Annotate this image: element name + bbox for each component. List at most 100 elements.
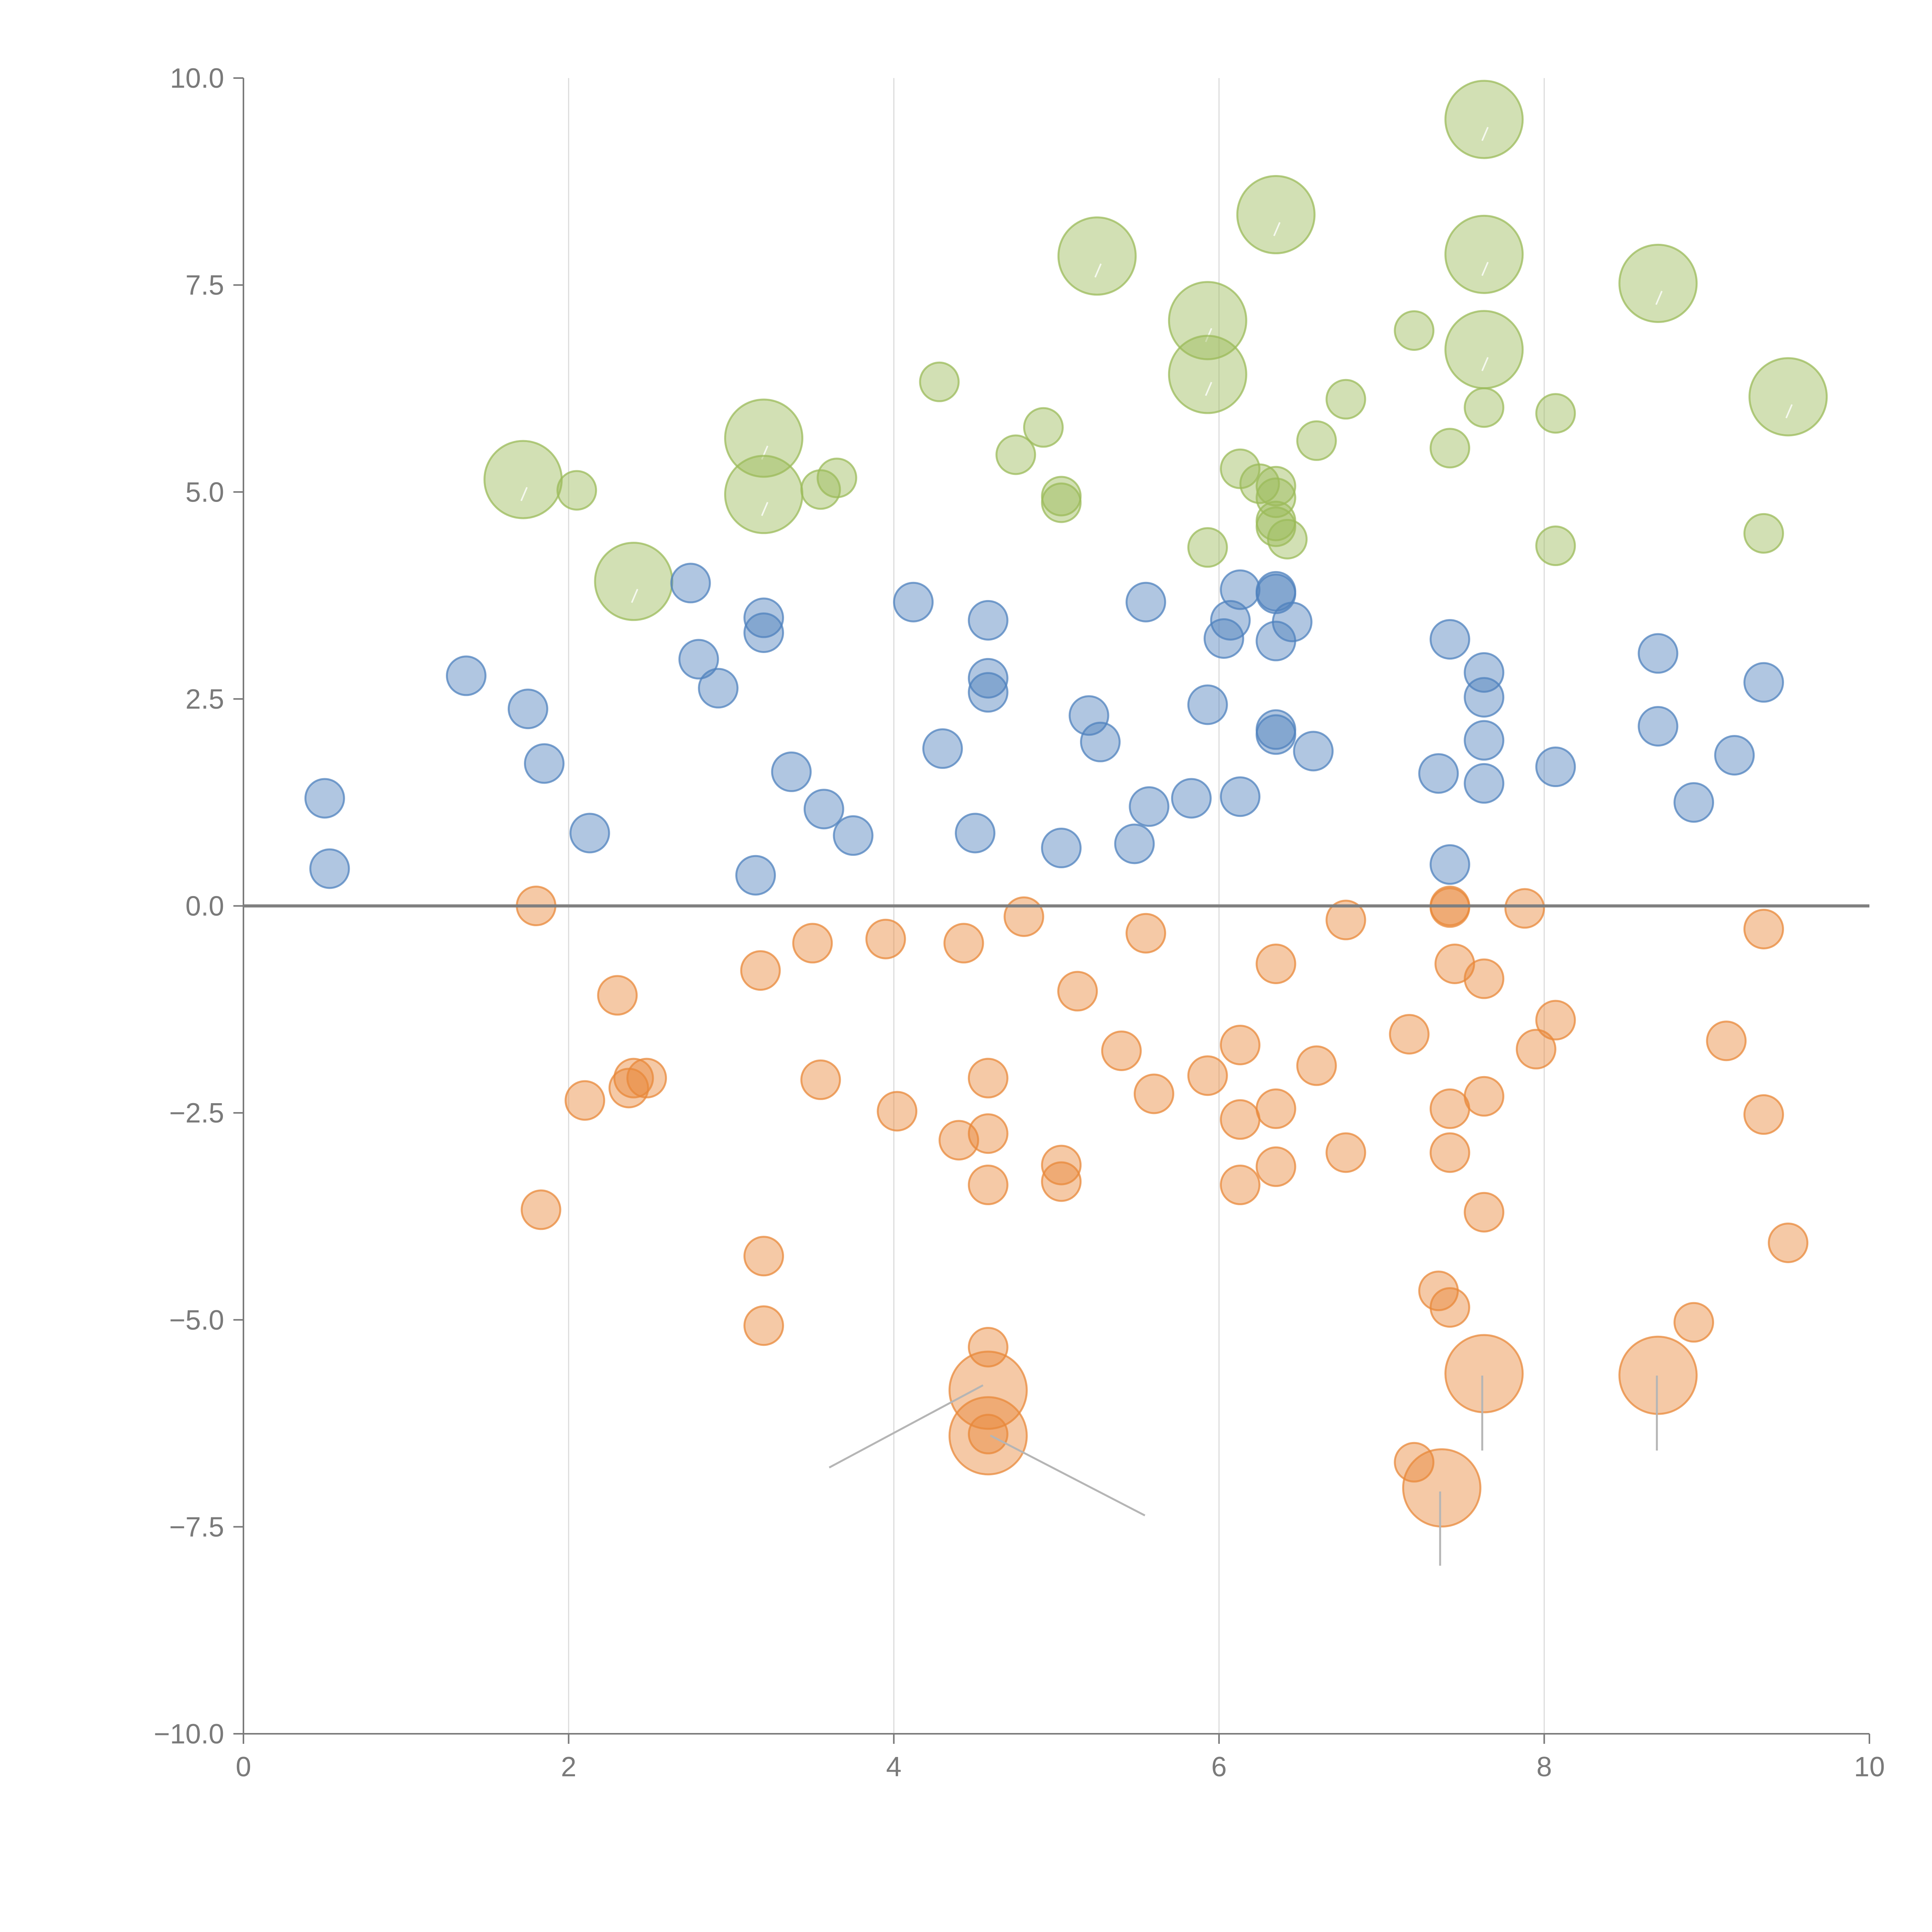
point-highlight xyxy=(761,502,769,516)
blue-point xyxy=(1464,652,1505,693)
blue-point xyxy=(507,689,548,730)
blue-point xyxy=(1464,677,1505,718)
orange-point xyxy=(1003,896,1044,937)
orange-point xyxy=(1673,1302,1714,1343)
leader-line xyxy=(990,1434,1146,1517)
blue-point xyxy=(1743,662,1784,703)
blue-point xyxy=(1187,684,1228,725)
orange-point xyxy=(1504,888,1545,929)
blue-point xyxy=(1293,731,1334,772)
green-point xyxy=(724,398,804,478)
green-point xyxy=(1535,526,1576,566)
blue-point xyxy=(1203,618,1244,659)
green-point xyxy=(1255,477,1296,518)
green-point xyxy=(1041,482,1082,523)
blue-point xyxy=(569,813,610,854)
blue-point xyxy=(1638,706,1679,747)
green-point xyxy=(1023,407,1064,448)
point-highlight xyxy=(761,446,769,460)
orange-point xyxy=(1743,1094,1784,1135)
blue-point xyxy=(309,848,350,889)
orange-point xyxy=(1464,1192,1505,1233)
orange-point xyxy=(1706,1020,1747,1061)
orange-point xyxy=(943,923,984,964)
y-tick-label: 7.5 xyxy=(185,270,224,301)
green-point xyxy=(1429,428,1470,469)
blue-point xyxy=(670,563,711,604)
blue-point xyxy=(524,743,565,784)
orange-point xyxy=(1220,1024,1261,1065)
orange-point xyxy=(597,975,638,1016)
green-point xyxy=(1187,527,1228,568)
y-tick-label: 5.0 xyxy=(185,477,224,508)
green-point xyxy=(919,361,960,402)
orange-point xyxy=(740,950,781,991)
green-point xyxy=(1464,387,1505,428)
point-highlight xyxy=(1481,127,1489,141)
green-point xyxy=(1267,519,1308,560)
x-tick-label: 10 xyxy=(1854,1752,1885,1782)
orange-point xyxy=(1429,1287,1470,1328)
orange-point xyxy=(939,1120,980,1161)
orange-point xyxy=(1057,971,1098,1012)
orange-point xyxy=(743,1305,784,1346)
point-highlight xyxy=(1273,222,1281,236)
point-highlight xyxy=(520,487,528,501)
blue-point xyxy=(735,855,776,896)
orange-point xyxy=(1464,958,1505,999)
y-tick-label: −2.5 xyxy=(169,1098,224,1129)
orange-point xyxy=(877,1091,918,1132)
green-point xyxy=(995,434,1036,475)
x-tick-label: 6 xyxy=(1211,1752,1227,1782)
blue-point xyxy=(1129,786,1170,827)
green-point xyxy=(1444,310,1524,389)
y-tick-label: −7.5 xyxy=(169,1512,224,1543)
blue-point xyxy=(678,639,719,680)
point-highlight xyxy=(1481,262,1489,276)
blue-point xyxy=(1714,735,1755,776)
blue-point xyxy=(304,778,345,819)
orange-point xyxy=(1101,1030,1142,1071)
orange-point xyxy=(1296,1045,1337,1086)
orange-point xyxy=(1133,1073,1174,1114)
blue-point xyxy=(1535,747,1576,787)
orange-point xyxy=(1535,1000,1576,1041)
point-highlight xyxy=(1481,357,1489,371)
orange-point xyxy=(1743,908,1784,949)
leader-line xyxy=(828,1384,984,1469)
blue-series xyxy=(304,563,1784,896)
x-tick-label: 0 xyxy=(236,1752,251,1782)
orange-point xyxy=(1255,1146,1296,1187)
green-point xyxy=(483,440,563,519)
green-point xyxy=(1057,216,1137,296)
orange-point xyxy=(1618,1335,1698,1415)
blue-point xyxy=(833,815,874,856)
orange-point xyxy=(1429,1088,1470,1129)
green-point xyxy=(1168,335,1247,414)
blue-point xyxy=(1255,621,1296,662)
orange-point xyxy=(1255,943,1296,984)
blue-point xyxy=(1255,714,1296,755)
blue-point xyxy=(446,655,486,696)
orange-point xyxy=(1429,887,1470,928)
blue-point xyxy=(968,600,1009,641)
orange-point xyxy=(792,923,833,964)
blue-point xyxy=(743,612,784,653)
y-tick-label: 10.0 xyxy=(170,63,224,94)
blue-point xyxy=(1220,569,1261,610)
point-highlight xyxy=(1785,404,1793,418)
orange-point xyxy=(968,1165,1009,1206)
blue-point xyxy=(1464,720,1505,761)
blue-point xyxy=(955,813,996,854)
y-tick-label: 0.0 xyxy=(185,891,224,922)
orange-point xyxy=(1402,1448,1481,1528)
blue-point xyxy=(771,751,812,792)
blue-point xyxy=(1673,782,1714,823)
orange-point xyxy=(968,1327,1009,1367)
green-point xyxy=(594,542,673,621)
axes-layer xyxy=(243,78,1869,1735)
green-point xyxy=(724,455,804,534)
green-point xyxy=(1444,214,1524,294)
orange-point xyxy=(1220,1099,1261,1140)
blue-point xyxy=(1041,828,1082,869)
